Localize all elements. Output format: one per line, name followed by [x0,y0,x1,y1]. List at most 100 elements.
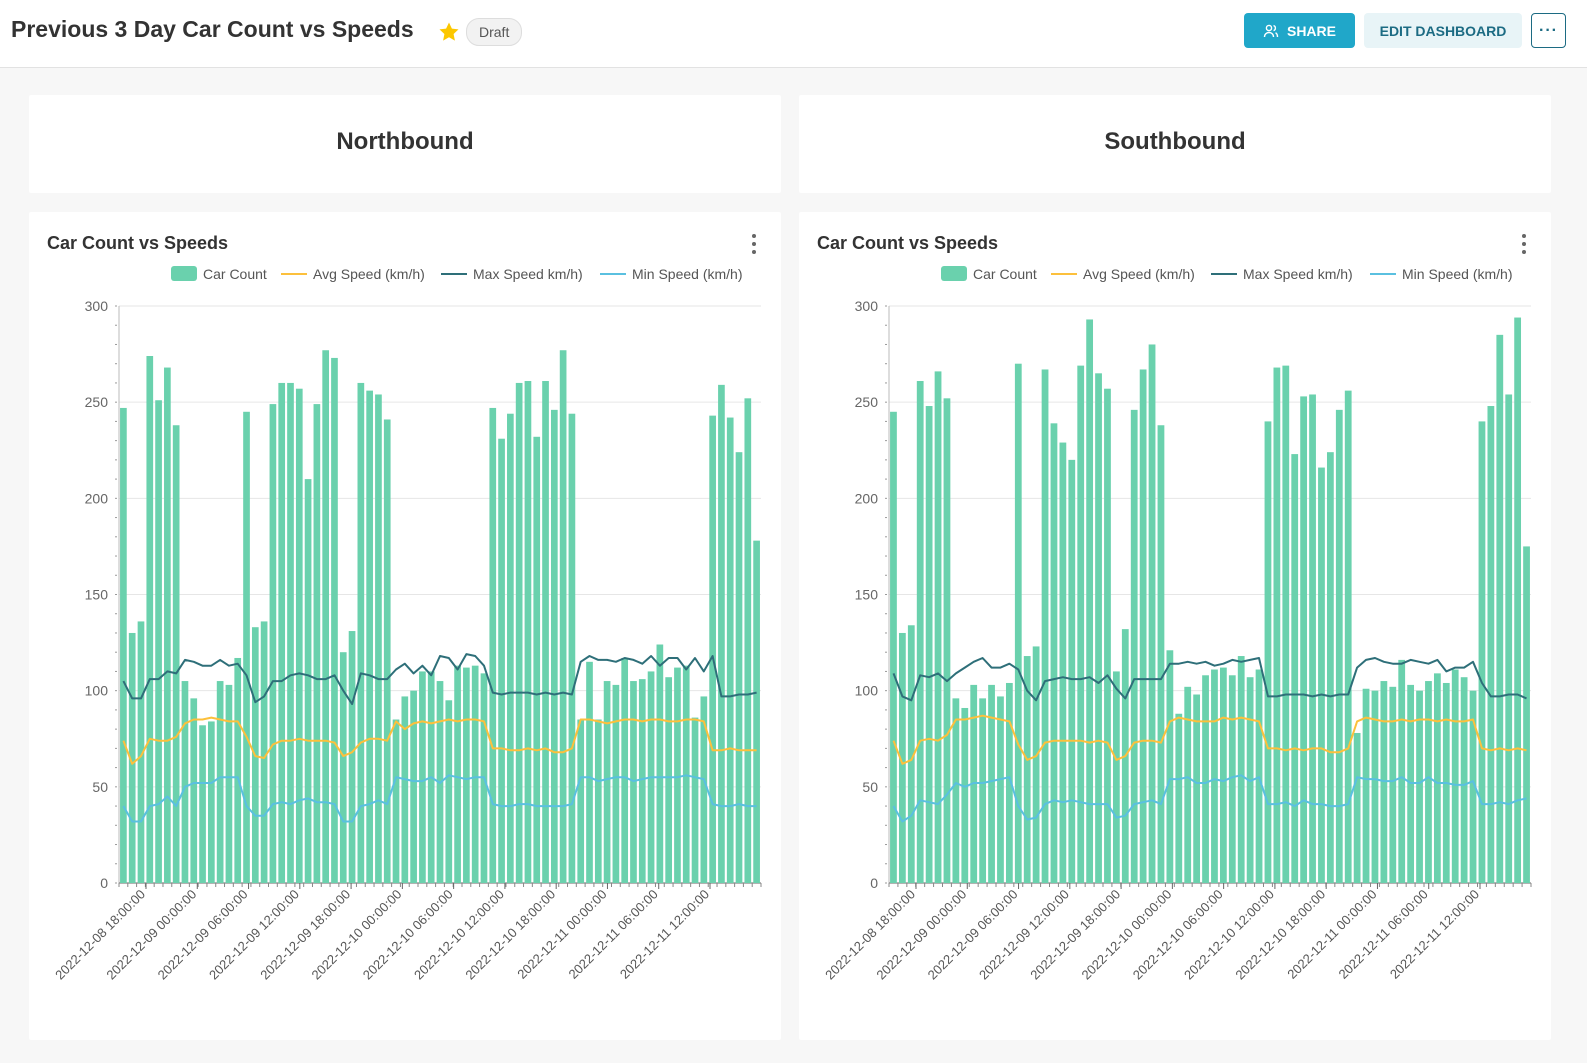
legend-item-max-speed: Max Speed km/h) [473,266,583,282]
bar-car-count [586,661,593,883]
bar-car-count [322,350,330,883]
bar-car-count [1309,394,1316,883]
bar-car-count [1112,671,1120,883]
bar-car-count [1041,369,1049,884]
x-tick-label: 2022-12-11 12:00:00 [617,887,712,982]
x-tick-label: 2022-12-11 00:00:00 [1284,887,1379,982]
bar-car-count [243,411,250,883]
bar-car-count [1478,421,1486,883]
bar-car-count [419,671,426,883]
bar-car-count [216,681,224,883]
bar-car-count [339,652,347,883]
y-tick-label: 250 [855,394,879,410]
bar-car-count [1148,344,1156,883]
chart-menu-icon[interactable] [1521,234,1527,254]
bar-car-count [463,667,470,883]
legend-item-max-speed: Max Speed km/h) [1243,266,1353,282]
bar-car-count [1282,365,1290,883]
bar-car-count [1523,546,1530,883]
bar-car-count [164,367,171,884]
bar-car-count [269,404,277,883]
bar-car-count [392,719,400,883]
bar-car-count [208,721,215,883]
x-tick-label: 2022-12-09 06:00:00 [925,887,1021,983]
share-users-icon [1263,24,1279,37]
bar-car-count [1130,409,1138,883]
southbound-headline: Southbound [1104,128,1246,155]
bar-car-count [260,621,268,883]
northbound-header-card: Northbound [29,95,781,193]
bar-car-count [550,409,558,883]
bar-car-count [1318,467,1325,883]
bar-car-count [1469,690,1477,883]
y-tick-label: 0 [100,875,108,891]
bar-car-count [979,698,987,883]
share-label: SHARE [1286,22,1336,39]
bar-car-count [172,425,180,883]
status-badge: Draft [466,18,523,46]
bar-car-count [1157,425,1165,883]
more-options-button[interactable]: ··· [1531,13,1566,48]
x-tick-label: 2022-12-09 00:00:00 [873,887,969,983]
bar-car-count [961,707,969,883]
bar-car-count [1228,675,1236,883]
bar-car-count [1014,363,1022,883]
bar-car-count [1095,373,1102,883]
bar-car-count [700,696,708,883]
bar-car-count [1300,396,1308,883]
bar-car-count [1023,656,1031,883]
bar-car-count [638,679,646,883]
bar-car-count [665,677,672,883]
bar-car-count [313,404,321,883]
favorite-star-icon[interactable] [437,20,461,44]
bar-car-count [375,394,382,883]
bar-car-count [1184,686,1192,883]
bar-car-count [656,644,664,883]
bar-car-count [1460,677,1468,883]
line-min-speed [122,774,757,823]
bar-car-count [1291,454,1299,883]
bar-car-count [594,719,602,883]
edit-dashboard-button[interactable]: EDIT DASHBOARD [1364,13,1522,48]
bar-car-count [934,371,942,883]
bar-car-count [988,684,995,883]
bar-car-count [1166,650,1174,883]
bar-car-count [1344,390,1352,883]
bar-car-count [1496,334,1504,884]
bar-car-count [489,407,497,883]
bar-car-count [1416,690,1423,883]
line-avg-speed [122,716,757,765]
y-tick-label: 300 [855,298,879,314]
legend-item-min-speed: Min Speed (km/h) [1402,266,1512,282]
chart-menu-icon[interactable] [751,234,757,254]
bar-car-count [997,696,1004,883]
northbound-chart: Car Count Avg Speed (km/h) Max Speed km/h)… [52,266,762,983]
bar-car-count [1326,452,1334,883]
y-tick-label: 300 [85,298,109,314]
x-tick-label: 2022-12-10 00:00:00 [1079,887,1175,983]
bar-car-count [383,419,391,883]
share-button[interactable]: SHARE [1244,13,1355,48]
chart-title: Car Count vs Speeds [47,233,229,253]
x-tick-label: 2022-12-10 06:00:00 [360,887,456,983]
southbound-chart-card: Car Count vs Speeds Car Count Avg Speed (… [799,212,1551,1040]
bar-car-count [952,698,960,883]
southbound-chart: Car Count Avg Speed (km/h) Max Speed km/h)… [822,266,1532,983]
bar-car-count [898,632,906,883]
bar-car-count [559,350,567,883]
legend-swatch-car-count [171,266,197,281]
bar-car-count [1059,442,1067,883]
bar-car-count [278,382,286,883]
bar-car-count [357,382,365,883]
bar-car-count [199,725,206,883]
bar-car-count [726,417,734,883]
legend-item-avg-speed: Avg Speed (km/h) [1083,266,1195,282]
line-max-speed [122,653,757,706]
bar-car-count [128,632,136,883]
bar-car-count [1353,732,1361,883]
bar-car-count [524,381,532,883]
x-tick-label: 2022-12-08 18:00:00 [822,887,918,983]
x-tick-label: 2022-12-10 12:00:00 [411,887,507,983]
dashboard-header: Previous 3 Day Car Count vs Speeds Draft… [0,0,1587,68]
bar-car-count [1219,667,1227,883]
